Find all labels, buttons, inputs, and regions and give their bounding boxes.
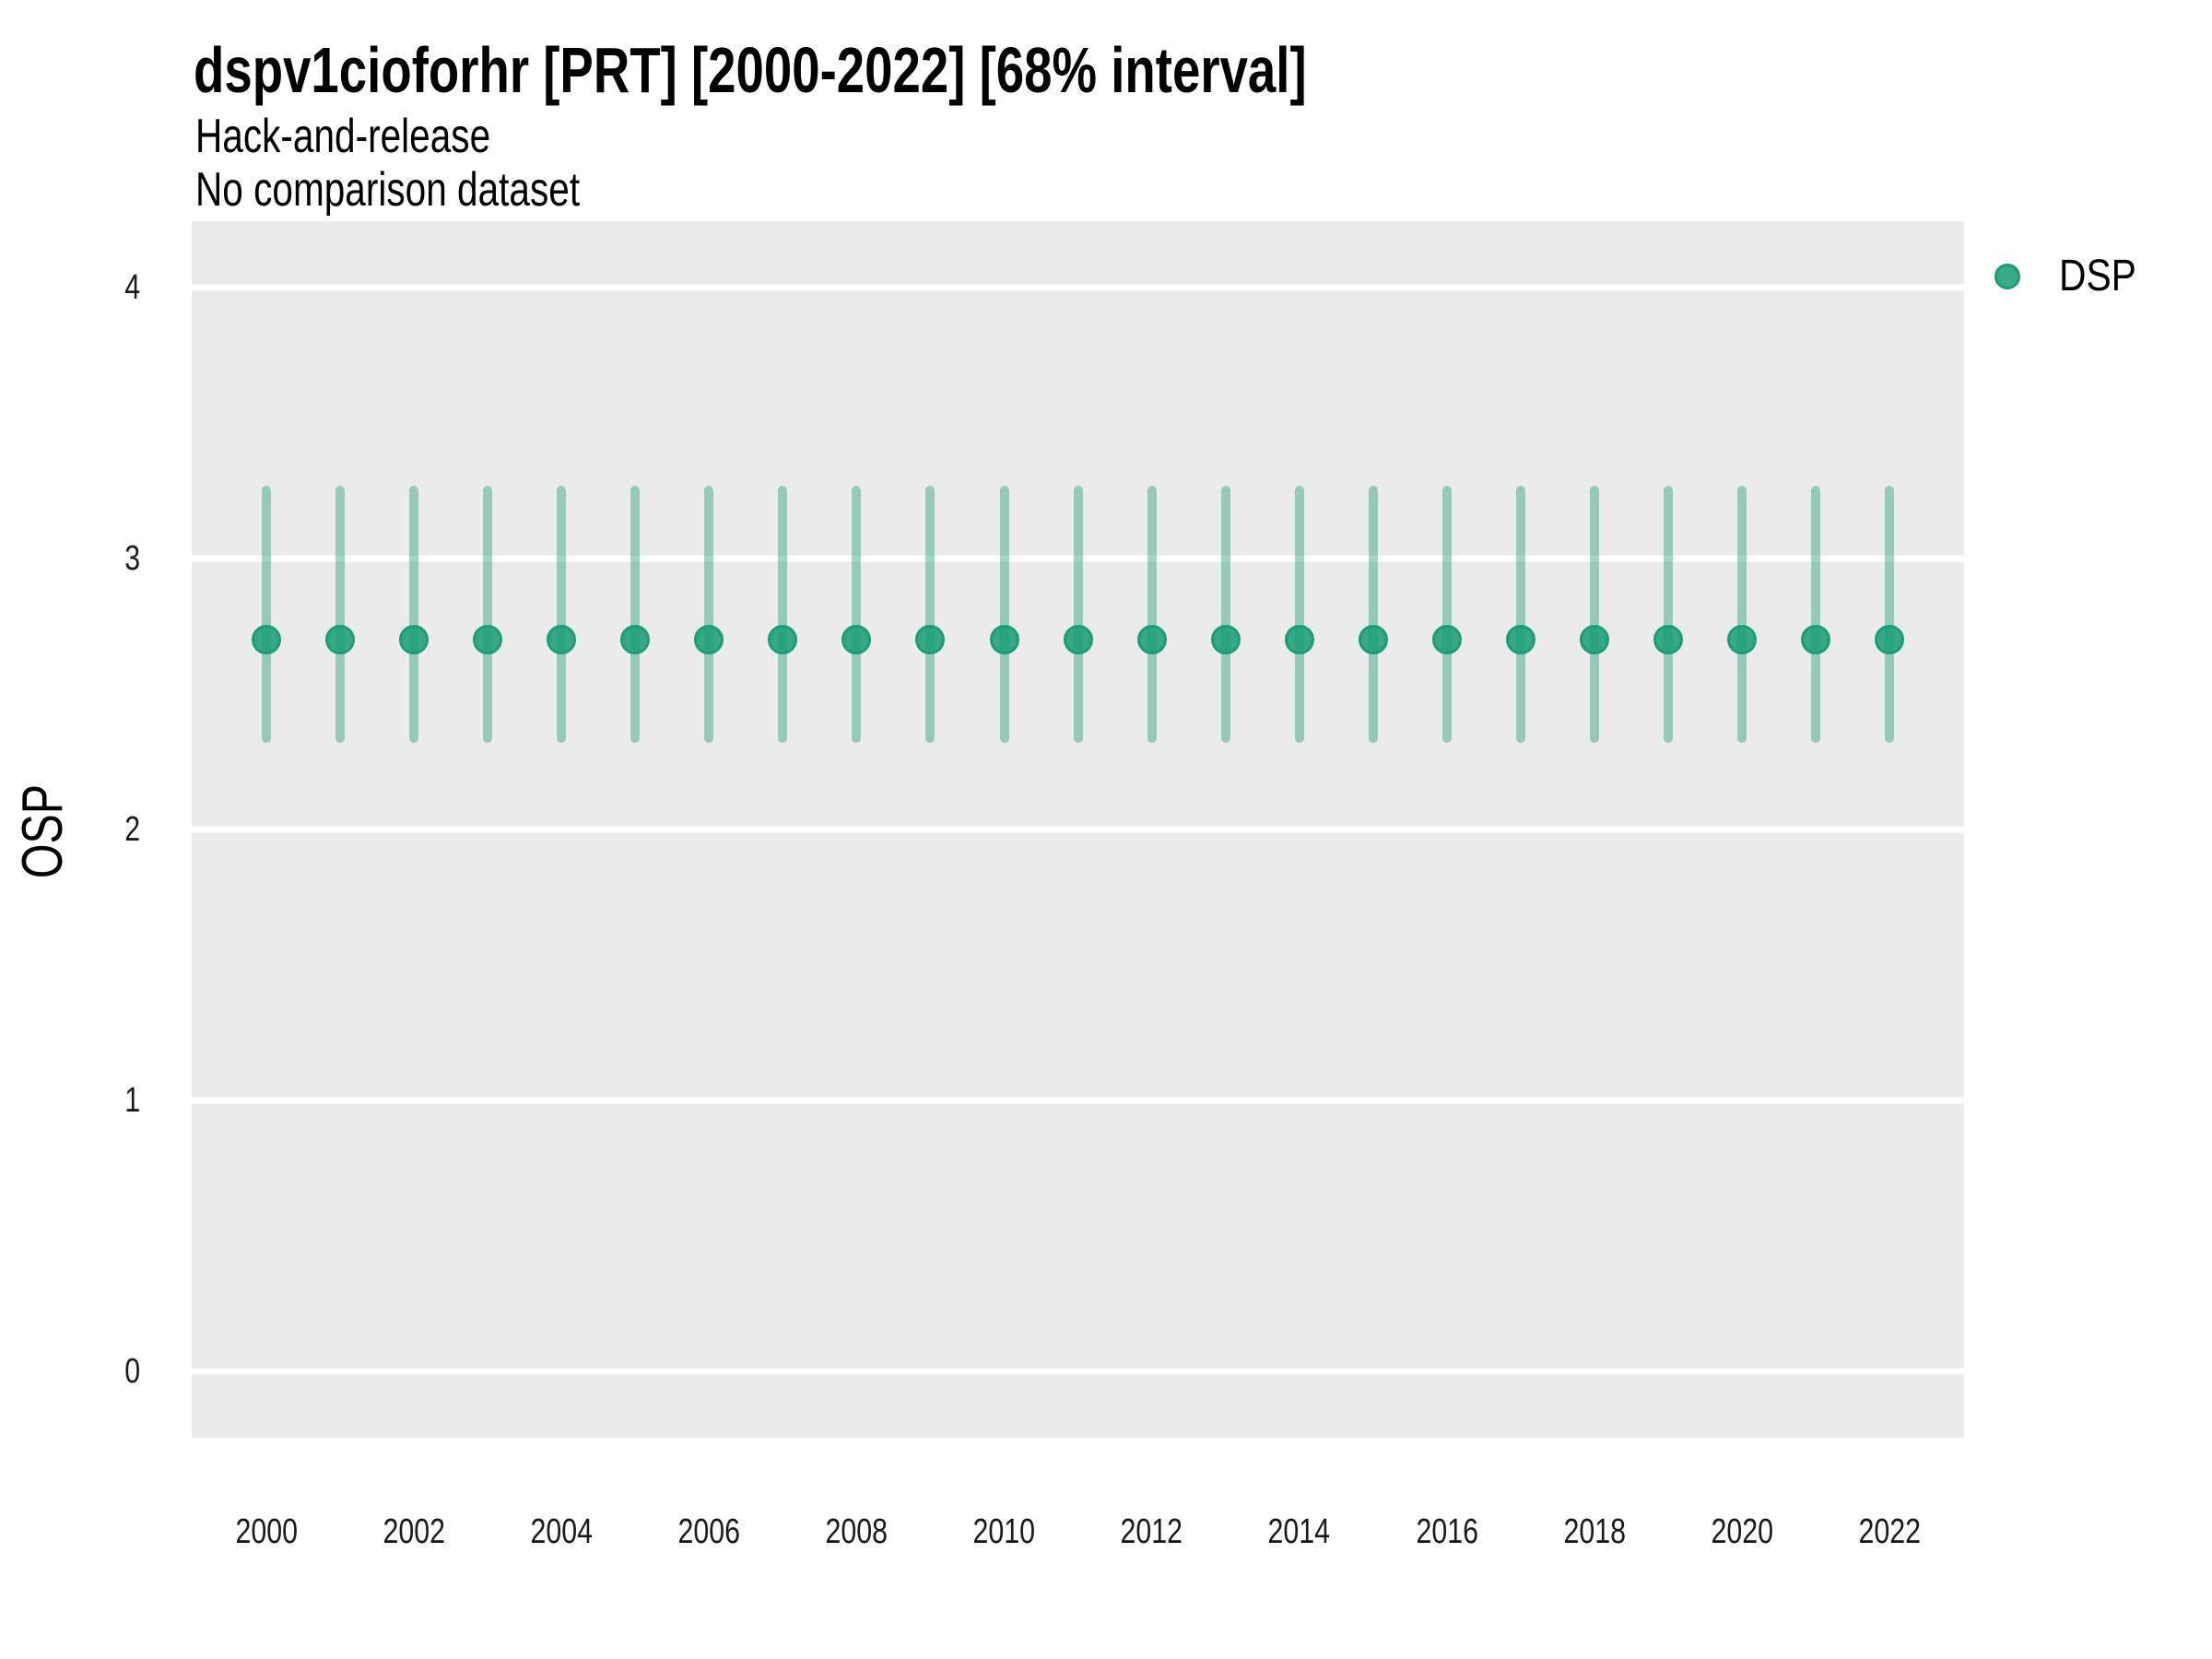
interval-bar-2008 bbox=[852, 485, 862, 743]
data-point-2007 bbox=[768, 625, 798, 655]
data-point-2013 bbox=[1210, 625, 1241, 655]
interval-bar-2014 bbox=[1294, 485, 1304, 743]
interval-bar-2020 bbox=[1737, 485, 1747, 743]
gridline-y-2 bbox=[192, 826, 1964, 833]
data-point-2009 bbox=[915, 625, 946, 655]
legend-dsp-label: DSP bbox=[2059, 252, 2136, 300]
interval-bar-2009 bbox=[925, 485, 935, 743]
data-point-2021 bbox=[1801, 625, 1831, 655]
data-point-2004 bbox=[547, 625, 577, 655]
interval-bar-2017 bbox=[1515, 485, 1525, 743]
interval-bar-2005 bbox=[630, 485, 641, 743]
x-tick-text-2012: 2012 bbox=[1120, 1512, 1183, 1551]
x-tick-text-2016: 2016 bbox=[1415, 1512, 1478, 1551]
data-point-2006 bbox=[694, 625, 724, 655]
y-tick-text-2: 2 bbox=[124, 810, 140, 849]
interval-bar-2013 bbox=[1220, 485, 1230, 743]
x-tick-text-2010: 2010 bbox=[972, 1512, 1036, 1551]
chart-comparison-note-text: No comparison dataset bbox=[195, 163, 581, 217]
x-tick-text-2002: 2002 bbox=[382, 1512, 445, 1551]
x-tick-label-2008: 2008 bbox=[773, 1512, 939, 1552]
gridline-y-3 bbox=[192, 555, 1964, 562]
x-tick-label-2018: 2018 bbox=[1512, 1512, 1677, 1552]
x-tick-label-2022: 2022 bbox=[1806, 1512, 1972, 1552]
y-tick-text-1: 1 bbox=[124, 1081, 140, 1120]
x-tick-text-2020: 2020 bbox=[1711, 1512, 1773, 1551]
x-tick-label-2020: 2020 bbox=[1659, 1512, 1825, 1552]
interval-bar-2022 bbox=[1885, 485, 1895, 743]
data-point-2008 bbox=[841, 625, 872, 655]
legend-dsp-dot-icon bbox=[1994, 264, 2020, 289]
interval-bar-2015 bbox=[1368, 485, 1378, 743]
x-tick-label-2012: 2012 bbox=[1069, 1512, 1235, 1552]
interval-bar-2004 bbox=[557, 485, 567, 743]
x-tick-label-2000: 2000 bbox=[183, 1512, 349, 1552]
chart-title-text: dspv1cioforhr [PRT] [2000-2022] [68% int… bbox=[194, 34, 1307, 106]
chart-subtitle-text: Hack-and-release bbox=[195, 110, 491, 163]
data-point-2012 bbox=[1136, 625, 1167, 655]
data-point-2003 bbox=[473, 625, 503, 655]
data-point-2010 bbox=[989, 625, 1019, 655]
x-tick-label-2006: 2006 bbox=[626, 1512, 792, 1552]
interval-bar-2000 bbox=[262, 485, 271, 743]
y-tick-label-1: 1 bbox=[0, 1078, 140, 1123]
data-point-2017 bbox=[1505, 625, 1535, 655]
data-point-2005 bbox=[620, 625, 651, 655]
legend: DSP bbox=[1991, 254, 2150, 299]
interval-bar-2018 bbox=[1589, 485, 1599, 743]
y-tick-label-3: 3 bbox=[0, 536, 140, 581]
x-tick-text-2014: 2014 bbox=[1267, 1512, 1331, 1551]
data-point-2001 bbox=[325, 625, 356, 655]
interval-bar-2011 bbox=[1073, 485, 1083, 743]
chart-title: dspv1cioforhr [PRT] [2000-2022] [68% int… bbox=[194, 34, 1620, 106]
y-tick-text-4: 4 bbox=[124, 268, 140, 307]
gridline-y-0 bbox=[192, 1368, 1964, 1375]
x-tick-label-2002: 2002 bbox=[331, 1512, 497, 1552]
y-tick-text-3: 3 bbox=[124, 539, 140, 578]
y-tick-label-0: 0 bbox=[0, 1349, 140, 1394]
x-tick-label-2014: 2014 bbox=[1217, 1512, 1382, 1552]
chart-comparison-note: No comparison dataset bbox=[195, 166, 688, 214]
chart-subtitle: Hack-and-release bbox=[195, 112, 573, 160]
data-point-2020 bbox=[1727, 625, 1757, 655]
data-point-2016 bbox=[1431, 625, 1462, 655]
data-point-2002 bbox=[399, 625, 429, 655]
interval-bar-2012 bbox=[1147, 485, 1157, 743]
gridline-y-1 bbox=[192, 1097, 1964, 1104]
x-tick-text-2000: 2000 bbox=[235, 1512, 298, 1551]
data-point-2015 bbox=[1358, 625, 1388, 655]
data-point-2019 bbox=[1653, 625, 1683, 655]
data-point-2022 bbox=[1875, 625, 1905, 655]
interval-bar-2001 bbox=[335, 485, 346, 743]
interval-bar-2016 bbox=[1441, 485, 1452, 743]
x-tick-text-2006: 2006 bbox=[677, 1512, 741, 1551]
x-tick-label-2016: 2016 bbox=[1364, 1512, 1530, 1552]
x-tick-text-2018: 2018 bbox=[1563, 1512, 1626, 1551]
interval-bar-2010 bbox=[999, 485, 1009, 743]
y-tick-label-4: 4 bbox=[0, 265, 140, 310]
plot-panel bbox=[192, 221, 1964, 1438]
x-tick-text-2004: 2004 bbox=[530, 1512, 593, 1551]
interval-bar-2019 bbox=[1663, 485, 1673, 743]
gridline-y-4 bbox=[192, 284, 1964, 291]
x-tick-label-2004: 2004 bbox=[478, 1512, 644, 1552]
data-point-2011 bbox=[1063, 625, 1093, 655]
x-tick-text-2008: 2008 bbox=[825, 1512, 888, 1551]
data-point-2018 bbox=[1579, 625, 1609, 655]
x-tick-text-2022: 2022 bbox=[1858, 1512, 1921, 1551]
data-point-2014 bbox=[1284, 625, 1314, 655]
interval-bar-2021 bbox=[1811, 485, 1821, 743]
data-point-2000 bbox=[252, 625, 281, 655]
y-tick-label-2: 2 bbox=[0, 807, 140, 852]
interval-bar-2003 bbox=[483, 485, 493, 743]
x-tick-label-2010: 2010 bbox=[922, 1512, 1088, 1552]
interval-bar-2006 bbox=[704, 485, 714, 743]
interval-bar-2007 bbox=[778, 485, 788, 743]
interval-bar-2002 bbox=[409, 485, 419, 743]
y-tick-text-0: 0 bbox=[124, 1352, 140, 1391]
